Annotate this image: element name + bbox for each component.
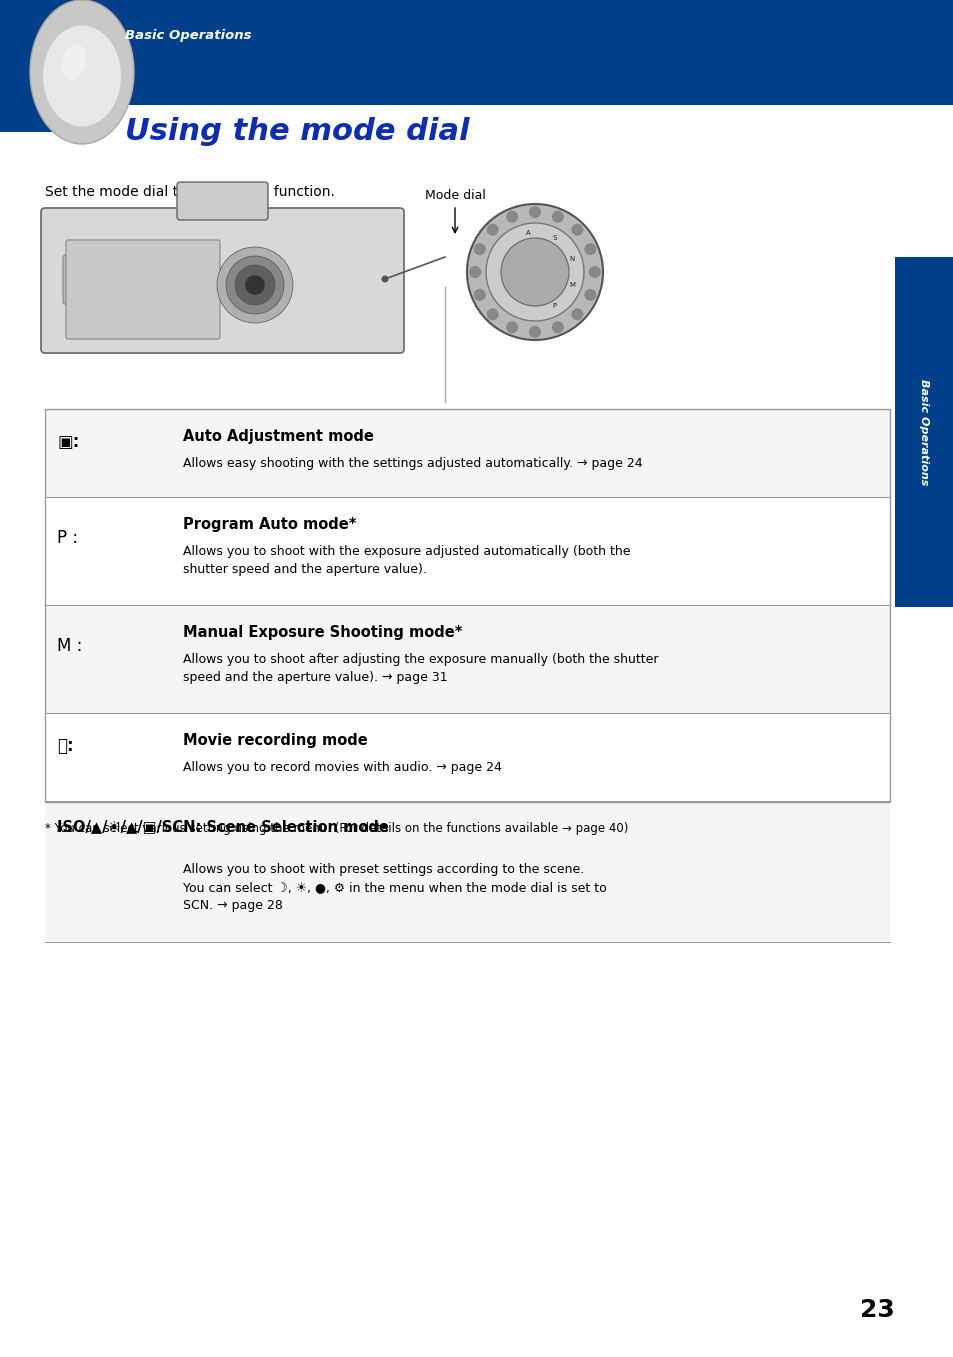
Circle shape [381,275,388,282]
Text: Allows easy shooting with the settings adjusted automatically. → page 24: Allows easy shooting with the settings a… [183,457,642,470]
FancyBboxPatch shape [41,208,403,353]
Circle shape [226,256,284,313]
Text: Basic Operations: Basic Operations [125,28,252,42]
Circle shape [506,210,517,223]
Text: ⌸:: ⌸: [57,737,73,756]
Ellipse shape [62,45,86,80]
Circle shape [474,289,485,301]
Bar [45,408,889,497]
Circle shape [506,322,517,334]
Circle shape [583,289,596,301]
Circle shape [529,206,540,218]
Bar [45,497,889,605]
Text: Allows you to shoot after adjusting the exposure manually (both the shutter
spee: Allows you to shoot after adjusting the … [183,653,658,684]
Text: ISO/▲/☀/▲/▣/SCN: Scene Selection mode: ISO/▲/☀/▲/▣/SCN: Scene Selection mode [57,820,389,835]
Circle shape [485,223,583,322]
Circle shape [552,210,563,223]
Circle shape [486,308,498,320]
Bar [45,712,889,801]
Circle shape [588,266,600,278]
Ellipse shape [43,26,121,126]
Circle shape [245,275,265,294]
Bar [45,605,889,712]
Bar [894,256,953,607]
Circle shape [486,224,498,236]
Text: Set the mode dial to the desired function.: Set the mode dial to the desired functio… [45,185,335,199]
Text: * You can select various setting using the menu. (For details on the functions a: * You can select various setting using t… [45,822,628,835]
Text: Allows you to record movies with audio. → page 24: Allows you to record movies with audio. … [183,761,501,773]
Circle shape [571,224,582,236]
Bar [45,801,889,942]
Text: Movie recording mode: Movie recording mode [183,733,367,748]
FancyBboxPatch shape [66,240,220,339]
Text: P :: P : [57,529,78,547]
Text: P: P [552,303,557,309]
FancyBboxPatch shape [177,182,268,220]
Circle shape [529,326,540,338]
Circle shape [216,247,293,323]
Text: 23: 23 [860,1299,894,1322]
Bar [0,0,953,132]
Ellipse shape [30,0,133,144]
Text: M: M [569,282,575,289]
Text: Allows you to shoot with preset settings according to the scene.
You can select : Allows you to shoot with preset settings… [183,863,606,912]
Circle shape [234,265,274,305]
Text: N: N [569,255,574,262]
Bar [95,104,953,157]
Circle shape [571,308,582,320]
Circle shape [474,243,485,255]
Text: A: A [525,231,530,236]
Text: Program Auto mode*: Program Auto mode* [183,517,356,532]
Circle shape [552,322,563,334]
Text: Basic Operations: Basic Operations [919,379,928,486]
FancyBboxPatch shape [63,255,117,304]
Bar [45,408,889,802]
Text: M :: M : [57,636,82,655]
Text: Auto Adjustment mode: Auto Adjustment mode [183,429,374,444]
Circle shape [469,266,480,278]
Circle shape [583,243,596,255]
Text: Manual Exposure Shooting mode*: Manual Exposure Shooting mode* [183,626,462,641]
Circle shape [500,237,568,305]
Text: Allows you to shoot with the exposure adjusted automatically (both the
shutter s: Allows you to shoot with the exposure ad… [183,546,630,575]
Circle shape [467,204,602,341]
Text: ▣:: ▣: [57,433,79,452]
Text: Using the mode dial: Using the mode dial [125,118,469,147]
Text: Mode dial: Mode dial [424,189,485,202]
Text: S: S [552,235,557,240]
